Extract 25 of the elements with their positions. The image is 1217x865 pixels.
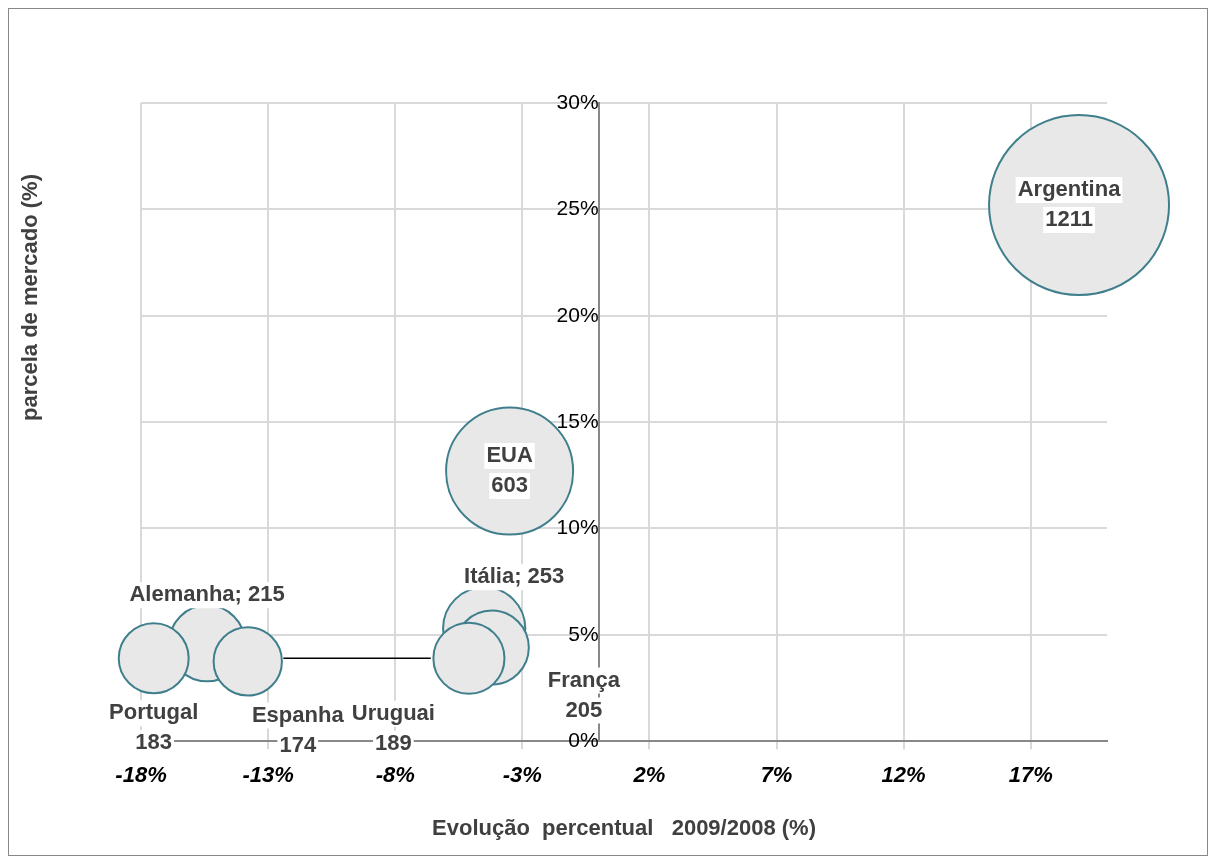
- annotation: EUA 603: [486, 442, 533, 498]
- annotation: Portugal 183: [109, 699, 199, 755]
- y-tick-label: 10%: [556, 515, 599, 539]
- y-tick-label: 30%: [556, 89, 599, 113]
- x-tick-label: 7%: [760, 762, 793, 788]
- x-axis-title: Evolução percentual 2009/2008 (%): [432, 814, 816, 840]
- x-tick-label: 2%: [632, 762, 666, 788]
- x-tick-label: -18%: [115, 762, 167, 788]
- annotation: França 205: [547, 666, 621, 722]
- x-tick-label: -13%: [242, 762, 294, 788]
- annotation: Alemanha; 215: [129, 581, 285, 607]
- annotation: Espanha 174: [251, 701, 345, 757]
- annotation: Uruguai 189: [351, 699, 435, 755]
- y-tick-label: 0%: [568, 728, 599, 751]
- annotation: Itália; 253: [464, 563, 565, 589]
- y-axis-title: parcela de mercado (%): [17, 173, 43, 421]
- x-tick-label: 17%: [1008, 762, 1053, 788]
- annotation: Argentina 1211: [1017, 176, 1122, 232]
- x-tick-label: -8%: [375, 762, 415, 788]
- y-tick-label: 15%: [556, 408, 599, 432]
- y-tick-label: 25%: [556, 196, 599, 220]
- y-tick-label: 20%: [556, 302, 599, 326]
- y-tick-label: 5%: [568, 621, 599, 645]
- x-tick-label: 12%: [881, 762, 926, 788]
- x-tick-label: -3%: [502, 762, 542, 788]
